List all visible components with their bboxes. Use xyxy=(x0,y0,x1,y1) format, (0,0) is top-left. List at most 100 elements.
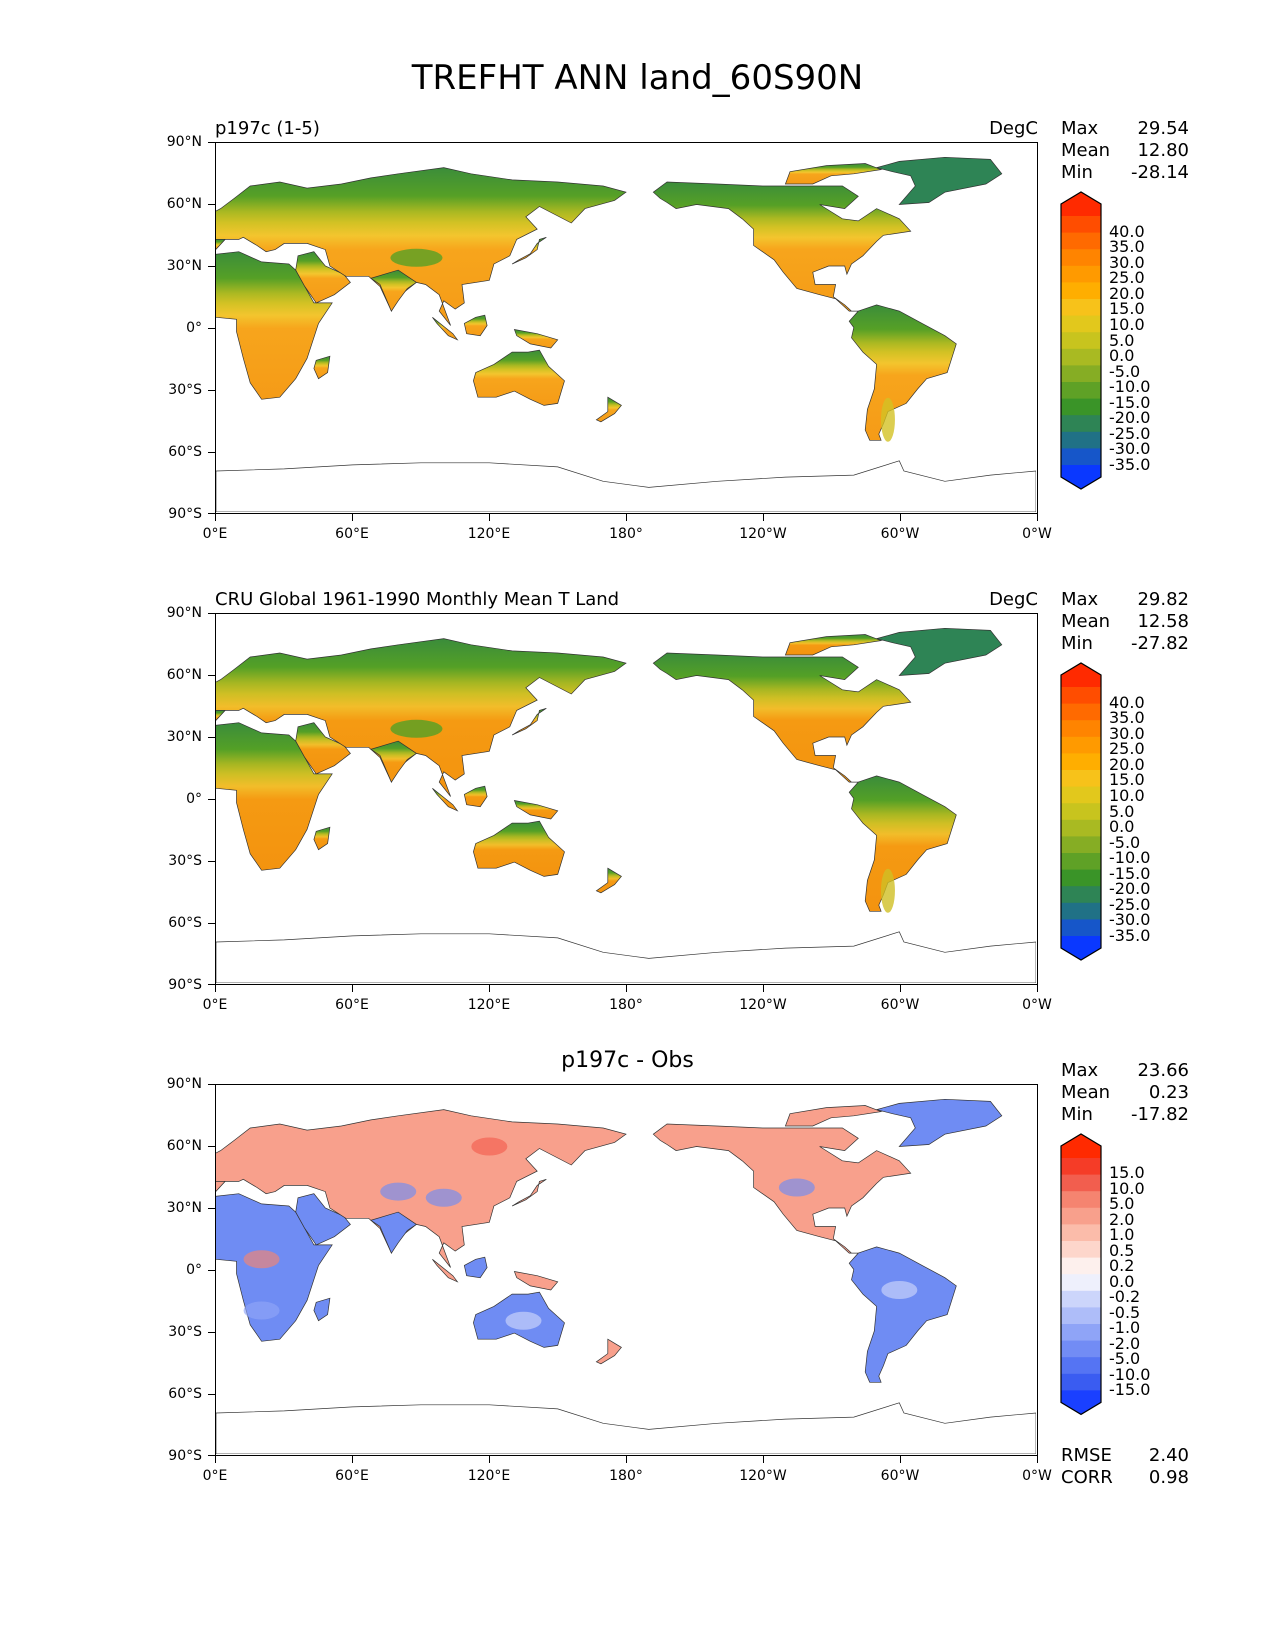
y-tick-label: 90°N xyxy=(166,605,202,621)
map-frame xyxy=(215,1084,1038,1456)
colorbar-tick-label: -35.0 xyxy=(1109,455,1151,474)
colorbar-tick-label: -10.0 xyxy=(1109,848,1151,868)
colorbar-tick-label: -15.0 xyxy=(1109,863,1151,883)
land-nz xyxy=(595,1338,622,1365)
y-tick-label: 0° xyxy=(186,791,202,807)
map-svg xyxy=(216,156,1036,512)
land-samerica xyxy=(848,304,957,441)
land-samerica xyxy=(848,1246,957,1383)
colorbar-segment xyxy=(1061,720,1101,738)
x-tick-label: 120°W xyxy=(739,526,787,542)
land-arctic xyxy=(784,1105,883,1127)
land-india xyxy=(370,740,418,783)
y-tick-label: 60°S xyxy=(168,1386,202,1402)
colorbar-tick-label: -20.0 xyxy=(1109,408,1151,428)
stat-value: 12.58 xyxy=(1137,611,1189,632)
colorbar-segment xyxy=(1061,819,1101,837)
colorbar-segment xyxy=(1061,803,1101,821)
anomaly-patch xyxy=(243,1250,280,1269)
panel-test: p197c (1-5) DegC 90°N 60°N 30°N 0° 30°S … xyxy=(0,118,1275,558)
colorbar-segment xyxy=(1061,1257,1101,1275)
panel-units: DegC xyxy=(989,118,1038,139)
colorbar-tick-label: 25.0 xyxy=(1109,739,1145,759)
colorbar-tick-label: 20.0 xyxy=(1109,754,1145,774)
colorbar-segment xyxy=(1061,770,1101,788)
colorbar-tick-label: -35.0 xyxy=(1109,926,1151,945)
colorbar-tick-label: 0.0 xyxy=(1109,1271,1135,1291)
colorbar-segment xyxy=(1061,1274,1101,1292)
y-tick-label: 90°S xyxy=(168,506,202,522)
x-tick-label: 180° xyxy=(609,1468,643,1484)
map-frame xyxy=(215,613,1038,985)
anomaly-patch xyxy=(243,1301,280,1320)
colorbar-segment xyxy=(1061,853,1101,871)
x-tick-label: 0°W xyxy=(1022,1468,1052,1484)
colorbar-segment xyxy=(1061,1307,1101,1325)
stat-label: Min xyxy=(1061,1104,1093,1125)
anomaly-patch xyxy=(471,1137,508,1156)
colorbar-segment xyxy=(1061,1290,1101,1308)
colorbar-tick-label: 25.0 xyxy=(1109,268,1145,288)
y-tick-label: 30°N xyxy=(166,258,202,274)
stat-label: Max xyxy=(1061,118,1099,139)
stat-value: 12.80 xyxy=(1137,140,1189,161)
land-arctic xyxy=(784,163,883,185)
colorbar-max-extend xyxy=(1061,1134,1101,1158)
colorbar-min-extend xyxy=(1061,465,1101,489)
colorbar-svg xyxy=(1060,191,1102,490)
map-svg xyxy=(216,627,1036,983)
stat-value: 2.40 xyxy=(1148,1445,1189,1466)
colorbar-segment xyxy=(1061,315,1101,333)
stat-value: -17.82 xyxy=(1130,1104,1189,1125)
x-tick-label: 120°E xyxy=(467,997,511,1013)
colorbar-tick-label: -0.2 xyxy=(1109,1287,1141,1307)
colorbar-segment xyxy=(1061,216,1101,234)
land-arabia xyxy=(295,722,351,775)
colorbar-segment xyxy=(1061,902,1101,920)
colorbar-tick-label: 35.0 xyxy=(1109,237,1145,257)
panel-title-left: p197c (1-5) xyxy=(215,118,320,139)
stat-label: Min xyxy=(1061,162,1093,183)
y-tick-label: 90°S xyxy=(168,1448,202,1464)
land-africa xyxy=(216,722,333,871)
x-tick-label: 0°W xyxy=(1022,997,1052,1013)
colorbar-tick-label: 40.0 xyxy=(1109,221,1145,241)
land-arabia xyxy=(295,1193,351,1246)
land-sumatra xyxy=(432,1259,459,1283)
y-tick-label: 30°N xyxy=(166,729,202,745)
land-africa xyxy=(216,251,333,400)
land-borneo xyxy=(463,1256,488,1279)
colorbar-tick-label: 5.0 xyxy=(1109,1194,1135,1214)
tibetan-plateau xyxy=(390,719,443,738)
colorbar-segment xyxy=(1061,448,1101,466)
colorbar-segment xyxy=(1061,1174,1101,1192)
land-nz xyxy=(595,396,622,423)
land-arctic xyxy=(784,634,883,656)
stats-box: Max 23.66 Mean 0.23 Min -17.82 xyxy=(1061,1060,1189,1126)
colorbar-tick-label: 10.0 xyxy=(1109,785,1145,805)
colorbar-segment xyxy=(1061,282,1101,300)
colorbar-segment xyxy=(1061,919,1101,937)
land-greenland xyxy=(875,627,1003,676)
stat-label: Mean xyxy=(1061,140,1111,161)
colorbar-segment xyxy=(1061,382,1101,400)
colorbar-tick-label: 15.0 xyxy=(1109,299,1145,319)
y-tick-label: 90°N xyxy=(166,134,202,150)
land-india xyxy=(370,1211,418,1254)
colorbar-segment xyxy=(1061,1224,1101,1242)
anomaly-patch xyxy=(334,1147,371,1166)
stat-label: RMSE xyxy=(1061,1445,1112,1466)
land-australia xyxy=(473,820,565,877)
colorbar-segment xyxy=(1061,249,1101,267)
anomaly-patch xyxy=(380,1182,417,1201)
x-tick-label: 120°W xyxy=(739,997,787,1013)
y-tick-label: 0° xyxy=(186,320,202,336)
colorbar-tick-label: 10.0 xyxy=(1109,314,1145,334)
colorbar-tick-label: 5.0 xyxy=(1109,330,1135,350)
land-arabia xyxy=(295,251,351,304)
colorbar-tick-label: -30.0 xyxy=(1109,439,1151,459)
colorbar-segment xyxy=(1061,398,1101,416)
colorbar-tick-label: -25.0 xyxy=(1109,423,1151,443)
x-tick-label: 60°W xyxy=(880,997,920,1013)
colorbar-tick-label: 0.0 xyxy=(1109,817,1135,837)
